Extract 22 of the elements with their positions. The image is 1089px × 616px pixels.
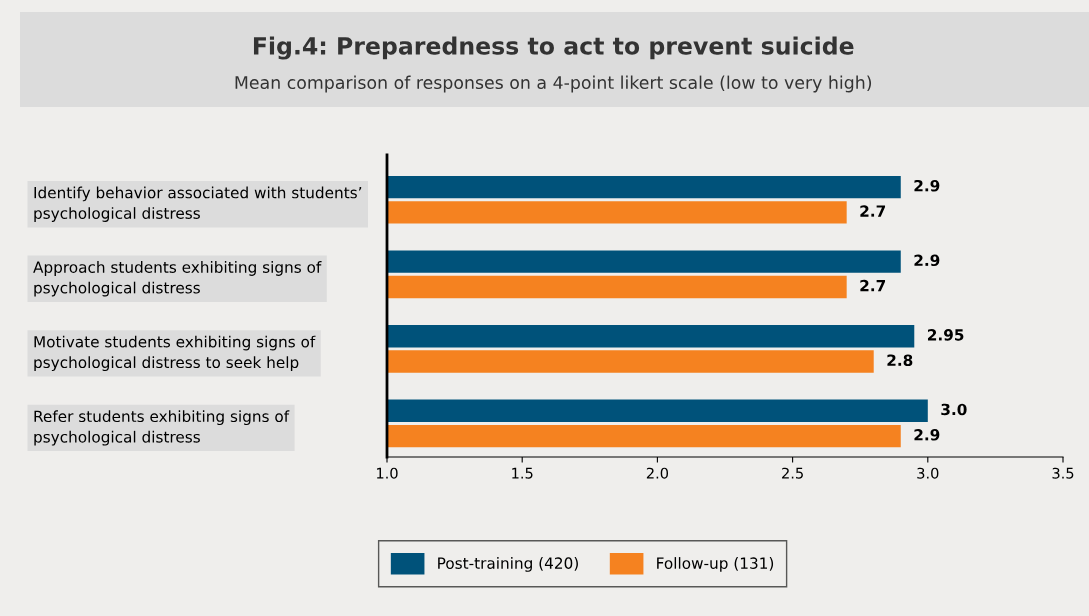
data-label: 2.9 xyxy=(914,179,940,192)
y-tick-label: Refer students exhibiting signs of psychological distress xyxy=(34,410,290,446)
x-tick-label: 1.0 xyxy=(377,467,398,479)
x-tick-label: 3.5 xyxy=(1052,467,1074,479)
data-label: 3.0 xyxy=(941,403,967,416)
x-tick-label: 1.5 xyxy=(512,467,533,479)
y-tick-label: Identify behavior associated with students’ psychological distress xyxy=(34,186,362,222)
data-label: 2.8 xyxy=(887,354,913,366)
legend-label: Follow-up (131) xyxy=(657,557,774,572)
data-label: 2.7 xyxy=(860,279,886,292)
x-tick-label: 2.5 xyxy=(782,467,803,479)
data-label: 2.95 xyxy=(927,329,964,341)
x-tick-label: 3.0 xyxy=(917,467,939,479)
data-label: 2.9 xyxy=(914,429,940,441)
data-label: 2.7 xyxy=(860,205,886,217)
data-label: 2.9 xyxy=(914,254,940,267)
chart-title: Fig.4: Preparedness to act to prevent suicide xyxy=(253,36,854,60)
y-tick-label: Motivate students exhibiting signs of psychological distress to seek help xyxy=(34,335,316,372)
chart-subtitle: Mean comparison of responses on a 4-point likert scale (low to very high) xyxy=(235,75,872,93)
y-tick-label: Approach students exhibiting signs of psychological distress xyxy=(33,261,322,297)
x-tick-label: 2.0 xyxy=(646,467,669,479)
legend-label: Post-training (420) xyxy=(438,557,578,572)
